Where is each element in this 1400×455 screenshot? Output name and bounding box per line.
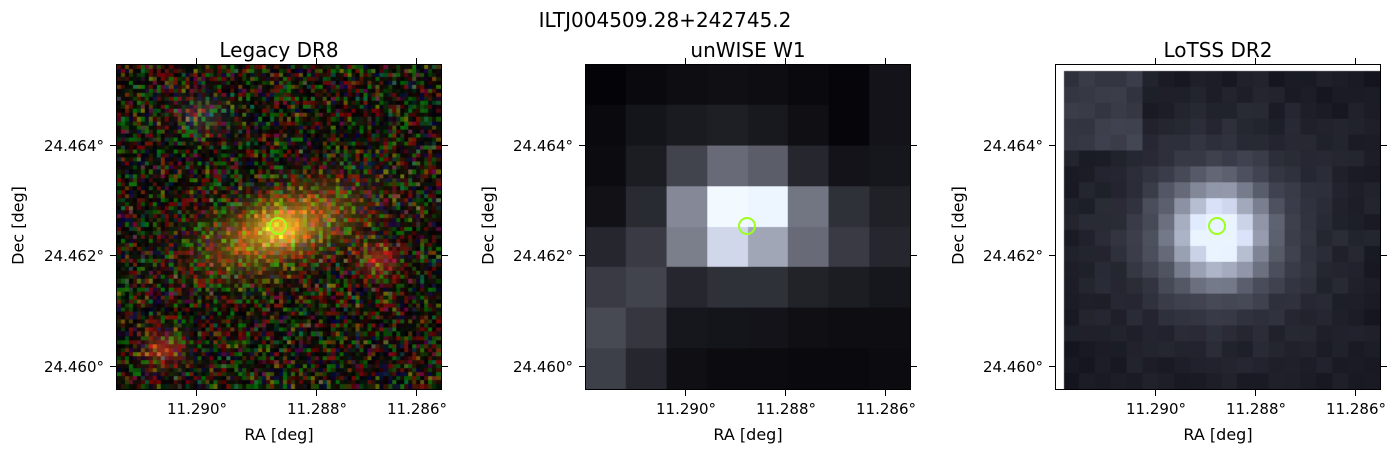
xtick-label: 11.290° xyxy=(1126,400,1186,418)
ytick-mark xyxy=(579,255,585,256)
xtick-mark xyxy=(316,390,317,396)
xtick-label: 11.290° xyxy=(167,400,227,418)
ylabel-unwise: Dec [deg] xyxy=(478,186,498,265)
ytick-mark xyxy=(1049,145,1055,146)
xtick-label: 11.288° xyxy=(1226,400,1286,418)
ytick-mark xyxy=(911,366,917,367)
ytick-mark xyxy=(110,366,116,367)
ytick-mark xyxy=(1049,366,1055,367)
xtick-mark xyxy=(1255,390,1256,396)
xtick-mark xyxy=(196,390,197,396)
panel-title-lotss: LoTSS DR2 xyxy=(1163,38,1273,62)
panel-title-unwise: unWISE W1 xyxy=(690,38,806,62)
ytick-mark xyxy=(1381,145,1387,146)
ytick-mark xyxy=(442,255,448,256)
xtick-label: 11.286° xyxy=(856,400,916,418)
xtick-mark xyxy=(1155,390,1156,396)
xtick-mark xyxy=(885,390,886,396)
ytick-label: 24.462° xyxy=(983,247,1043,265)
xlabel-unwise: RA [deg] xyxy=(713,425,783,444)
ytick-label: 24.462° xyxy=(513,247,573,265)
ytick-mark xyxy=(110,145,116,146)
ytick-label: 24.464° xyxy=(983,137,1043,155)
ytick-label: 24.464° xyxy=(513,137,573,155)
source-marker-lotss xyxy=(1208,217,1226,235)
ytick-mark xyxy=(1381,366,1387,367)
ylabel-lotss: Dec [deg] xyxy=(948,186,968,265)
ytick-label: 24.460° xyxy=(983,358,1043,376)
ytick-mark xyxy=(442,366,448,367)
xtick-label: 11.288° xyxy=(756,400,816,418)
xtick-mark xyxy=(885,58,886,64)
ytick-mark xyxy=(110,255,116,256)
xtick-mark xyxy=(1255,58,1256,64)
xtick-mark xyxy=(1355,58,1356,64)
xtick-mark xyxy=(1355,390,1356,396)
xtick-mark xyxy=(785,390,786,396)
ytick-mark xyxy=(442,145,448,146)
xtick-mark xyxy=(685,58,686,64)
ytick-mark xyxy=(579,145,585,146)
source-marker-unwise xyxy=(738,217,756,235)
ytick-label: 24.460° xyxy=(513,358,573,376)
xtick-label: 11.286° xyxy=(387,400,447,418)
panel-legacy: Legacy DR8 24.464° 24.462° 24.460° 11.29… xyxy=(0,0,470,455)
figure-title: ILTJ004509.28+242745.2 xyxy=(538,8,792,32)
panel-title-legacy: Legacy DR8 xyxy=(219,38,339,62)
ytick-label: 24.460° xyxy=(44,358,104,376)
ytick-mark xyxy=(911,255,917,256)
xtick-label: 11.288° xyxy=(287,400,347,418)
ytick-label: 24.462° xyxy=(44,247,104,265)
ylabel-legacy: Dec [deg] xyxy=(8,186,28,265)
xtick-mark xyxy=(416,58,417,64)
xlabel-lotss: RA [deg] xyxy=(1183,425,1253,444)
ytick-mark xyxy=(579,366,585,367)
xtick-mark xyxy=(316,58,317,64)
xtick-mark xyxy=(785,58,786,64)
xtick-mark xyxy=(196,58,197,64)
ytick-label: 24.464° xyxy=(44,137,104,155)
xtick-label: 11.286° xyxy=(1326,400,1386,418)
panel-lotss: LoTSS DR2 24.464° 24.462° 24.460° 11.290… xyxy=(940,0,1400,455)
xtick-mark xyxy=(1155,58,1156,64)
ytick-mark xyxy=(911,145,917,146)
xtick-mark xyxy=(685,390,686,396)
ytick-mark xyxy=(1381,255,1387,256)
panel-unwise: unWISE W1 24.464° 24.462° 24.460° 11.290… xyxy=(470,0,940,455)
ytick-mark xyxy=(1049,255,1055,256)
xtick-label: 11.290° xyxy=(656,400,716,418)
xtick-mark xyxy=(416,390,417,396)
source-marker-legacy xyxy=(269,217,287,235)
xlabel-legacy: RA [deg] xyxy=(244,425,314,444)
